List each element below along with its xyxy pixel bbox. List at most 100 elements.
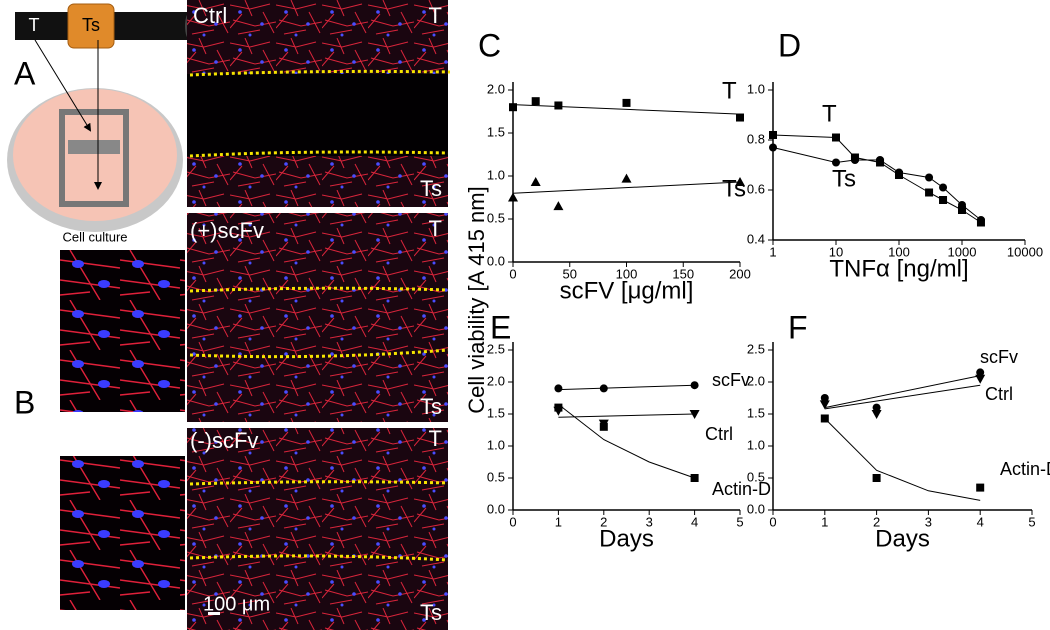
- x-tick-label: 0: [509, 266, 516, 281]
- fit-line: [512, 104, 741, 115]
- x-axis-label: TNFα [ng/ml]: [829, 255, 968, 282]
- marker: [736, 113, 744, 122]
- y-tick-label: 2.0: [487, 373, 505, 388]
- series-label: scFv: [712, 370, 750, 390]
- y-tick-label: 0.0: [747, 501, 765, 516]
- marker: [769, 131, 777, 139]
- x-tick-label: 1000: [948, 244, 977, 259]
- sleeve: [67, 3, 115, 49]
- marker: [621, 173, 632, 183]
- x-tick-label: 10: [829, 244, 843, 259]
- y-tick-label: 0.0: [487, 501, 505, 516]
- fit-line: [824, 375, 981, 409]
- fit-line: [558, 404, 695, 479]
- y-tick-label: 1.0: [487, 437, 505, 452]
- marker: [530, 177, 541, 187]
- fit-line: [824, 418, 981, 501]
- x-axis-label: scFV [μg/ml]: [560, 277, 694, 304]
- x-axis-label: Days: [875, 525, 930, 552]
- x-tick-label: 150: [672, 266, 694, 281]
- y-tick-label: 0.5: [487, 210, 505, 225]
- y-tick-label: 0.5: [747, 469, 765, 484]
- x-tick-label: 1: [555, 514, 562, 529]
- series-label: Ctrl: [985, 384, 1013, 404]
- y-tick-label: 2.5: [747, 341, 765, 356]
- marker: [531, 97, 540, 106]
- dish: [13, 89, 177, 221]
- marker: [939, 196, 948, 204]
- marker: [939, 183, 948, 192]
- y-tick-label: 2.0: [747, 373, 765, 388]
- x-tick-label: 100: [888, 244, 910, 259]
- marker: [735, 177, 745, 187]
- series-label: Ts: [722, 175, 746, 202]
- fit-line: [558, 384, 695, 391]
- x-tick-label: 0: [769, 514, 776, 529]
- x-tick-label: 10000: [1007, 244, 1043, 259]
- marker: [819, 400, 830, 410]
- marker: [769, 143, 777, 152]
- marker: [958, 206, 966, 214]
- marker: [975, 374, 986, 384]
- x-tick-label: 4: [691, 514, 698, 529]
- marker: [554, 101, 563, 110]
- x-tick-label: 2: [873, 514, 880, 529]
- series-label: Actin-D: [712, 479, 771, 499]
- image-bottom: Ts: [420, 394, 442, 419]
- fit-line: [512, 181, 741, 194]
- marker: [554, 403, 563, 412]
- y-axis-label: Cell viability [A 415 nm]: [464, 186, 489, 413]
- arrow: [34, 39, 92, 132]
- y-tick-label: 1.5: [487, 124, 505, 139]
- fit-line: [824, 384, 981, 410]
- boundary: [189, 69, 451, 77]
- panel-letter: B: [14, 384, 35, 420]
- marker: [925, 173, 934, 182]
- x-tick-label: 2: [600, 514, 607, 529]
- image-condition: Ctrl: [193, 3, 227, 28]
- panel-letter: C: [478, 27, 501, 63]
- y-tick-label: 2.5: [487, 341, 505, 356]
- marker: [976, 483, 985, 492]
- series-label: Actin-D: [1000, 459, 1050, 479]
- series-label: Ctrl: [705, 424, 733, 444]
- caption: Cell culture: [62, 229, 127, 244]
- marker: [872, 403, 881, 412]
- series-line: [772, 134, 982, 223]
- image-top: T: [429, 216, 442, 241]
- series-label: scFv: [980, 347, 1018, 367]
- marker: [553, 201, 564, 211]
- x-axis-label: Days: [599, 525, 654, 552]
- y-tick-label: 2.0: [487, 81, 505, 96]
- series-label: T: [722, 77, 737, 104]
- schematic: T Ts Cell culture: [7, 3, 195, 244]
- micrograph: [187, 213, 448, 422]
- fit-line: [558, 413, 695, 418]
- marker: [554, 384, 563, 393]
- scale-label: 100 μm: [203, 593, 270, 615]
- marker: [622, 98, 631, 107]
- image-top: T: [429, 426, 442, 451]
- y-tick-label: 0.5: [487, 469, 505, 484]
- marker: [976, 368, 985, 377]
- x-tick-label: 1: [821, 514, 828, 529]
- scale-bar: [208, 612, 220, 615]
- x-tick-label: 4: [977, 514, 984, 529]
- y-tick-label: 1.0: [747, 437, 765, 452]
- marker: [958, 201, 966, 209]
- x-tick-label: 3: [646, 514, 653, 529]
- marker: [876, 156, 885, 164]
- marker: [599, 422, 608, 431]
- y-tick-label: 0.6: [747, 181, 765, 196]
- x-tick-label: 1: [769, 244, 776, 259]
- x-tick-label: 50: [563, 266, 577, 281]
- chamber: [59, 109, 129, 207]
- marker: [832, 158, 840, 167]
- marker: [820, 414, 829, 423]
- x-tick-label: 3: [925, 514, 932, 529]
- marker: [850, 156, 859, 164]
- label-t: T: [29, 15, 40, 35]
- marker: [925, 188, 934, 197]
